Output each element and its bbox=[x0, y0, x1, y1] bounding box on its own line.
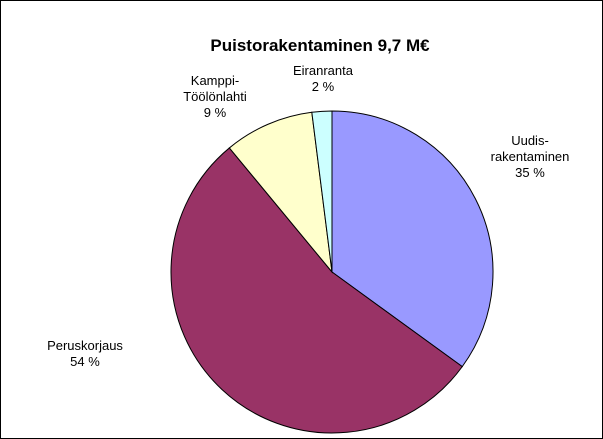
pie-slice bbox=[170, 147, 463, 434]
value-label: 54 % bbox=[70, 354, 100, 369]
pie-slice bbox=[331, 110, 494, 368]
slice-label: Uudis-rakentaminen 35 % bbox=[491, 133, 570, 180]
chart-title: Puistorakentaminen 9,7 M€ bbox=[210, 36, 430, 55]
slice-label: Kamppi-Töölönlahti 9 % bbox=[183, 73, 247, 120]
value-label: 2 % bbox=[312, 79, 335, 94]
value-label: 35 % bbox=[515, 165, 545, 180]
label-line: Töölönlahti bbox=[183, 89, 247, 104]
pie-slice bbox=[311, 110, 333, 273]
pie-slice bbox=[228, 111, 333, 274]
slice-label: Peruskorjaus 54 % bbox=[47, 338, 123, 369]
label-line: rakentaminen bbox=[491, 149, 570, 164]
label-line: Peruskorjaus bbox=[47, 338, 123, 353]
slice-label: Eiranranta 2 % bbox=[293, 63, 354, 94]
label-line: Eiranranta bbox=[293, 63, 354, 78]
value-label: 9 % bbox=[204, 105, 227, 120]
label-line: Kamppi- bbox=[191, 73, 239, 88]
label-line: Uudis- bbox=[511, 133, 549, 148]
